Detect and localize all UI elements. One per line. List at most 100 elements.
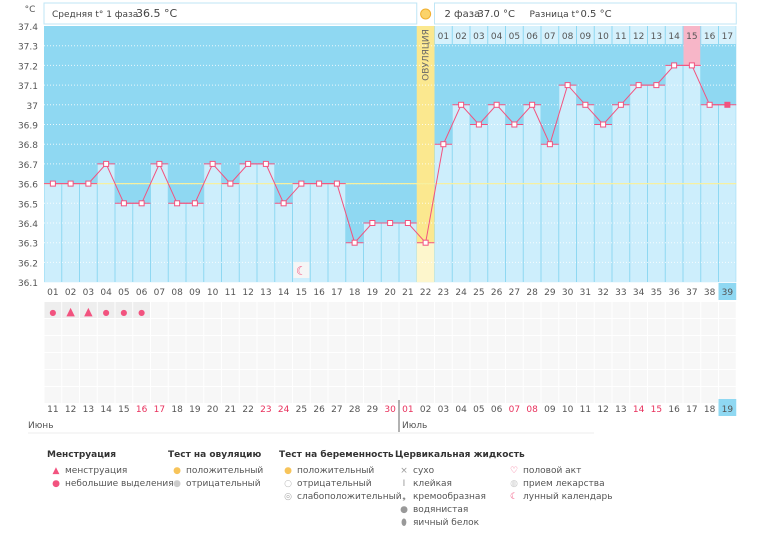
y-tick-label: 36.4 [18,220,38,230]
temperature-bar [62,183,79,283]
symbol-cell [381,353,399,369]
temperature-bar [364,223,381,283]
luteal-day-cell [630,26,647,44]
luteal-day-label: 09 [580,32,592,42]
symbol-cell [80,370,97,386]
cycle-day-label: 39 [722,288,734,298]
luteal-day-label: 14 [668,32,680,42]
symbol-cell [523,336,541,352]
temperature-bar [151,163,168,283]
cycle-day-label: 15 [296,288,307,298]
luteal-day-label: 05 [509,32,520,42]
symbol-cell [133,319,150,335]
temperature-bar [665,65,683,283]
temperature-bar [612,104,630,283]
temperature-bar [683,65,701,283]
symbol-cell [488,353,505,369]
phase1-label: Средняя t° 1 фаза [52,10,138,20]
symbol-cell [559,336,576,352]
cycle-day-label: 12 [242,288,253,298]
symbol-cell [115,336,133,352]
symbol-cell [683,387,701,403]
symbol-cell [97,387,115,403]
temperature-point [493,101,500,108]
date-label: 23 [260,405,271,415]
cycle-day-label: 14 [278,288,290,298]
symbol-cell [310,319,328,335]
temperature-point [706,101,713,108]
cycle-day-label: 04 [100,288,112,298]
temperature-bar [80,183,97,283]
legend-label: слабоположительный [297,492,402,502]
legend-item: ◍ прием лекарства [505,478,613,491]
symbol-cell [151,336,168,352]
symbol-cell [293,319,310,335]
symbol-cell [506,336,523,352]
symbol-cell [204,370,221,386]
symbol-cell [364,387,381,403]
symbol-cell [612,302,630,318]
symbol-cell [151,370,168,386]
legend-label: отрицательный [186,479,261,489]
date-label: 30 [384,405,396,415]
temperature-bar [541,144,559,283]
date-label: 14 [100,405,112,415]
symbol-cell [151,302,168,318]
symbol-cell [594,336,612,352]
temperature-bar [506,124,523,283]
luteal-day-cell [719,26,736,44]
symbol-cell [222,387,239,403]
symbol-cell [257,319,275,335]
luteal-day-label: 10 [597,32,609,42]
symbol-cell [701,353,718,369]
symbol-cell [381,387,399,403]
symbol-cell [452,370,470,386]
cycle-day-label: 16 [313,288,325,298]
diff-label: Разница t° [530,10,580,20]
menstruation-icon: ▲ [52,466,60,476]
legend-item: ◎ слабоположительный [279,491,402,504]
cycle-day-label: 22 [420,288,431,298]
symbol-cell [222,336,239,352]
symbol-cell [701,370,718,386]
temperature-bar [452,104,470,283]
symbol-cell [470,319,488,335]
symbol-cell [701,336,718,352]
symbol-cell [328,353,346,369]
symbol-cell [648,319,665,335]
y-tick-label: 36.5 [18,200,38,210]
symbol-cell [381,319,399,335]
symbol-cell [239,302,257,318]
date-label: 19 [722,405,734,415]
symbol-cell [275,370,292,386]
symbol-cell [577,302,594,318]
symbol-cell [594,319,612,335]
temperature-bar [594,124,612,283]
menstruation-cell [133,302,150,318]
cycle-day-label: 21 [402,288,413,298]
symbol-cell [44,370,62,386]
symbol-cell [346,336,363,352]
symbol-cell [452,319,470,335]
symbol-cell [683,302,701,318]
temperature-bar [222,183,239,283]
symbol-cell [470,353,488,369]
symbol-cell [701,319,718,335]
cycle-day-label: 34 [633,288,645,298]
legend-title [505,450,613,460]
symbol-cell [44,319,62,335]
pregnancy-test-negative-icon: ○ [284,479,292,489]
luteal-day-cell [665,26,683,44]
symbol-cell [435,319,452,335]
date-label: 27 [331,405,342,415]
temperature-bar [133,203,150,283]
symbol-cell [328,370,346,386]
luteal-day-cell [541,26,559,44]
symbol-cell [470,336,488,352]
symbol-cell [186,302,204,318]
symbol-cell [399,302,417,318]
symbol-cell [346,370,363,386]
symbol-cell [577,336,594,352]
moon-cell [293,262,310,278]
temperature-point [724,101,731,108]
